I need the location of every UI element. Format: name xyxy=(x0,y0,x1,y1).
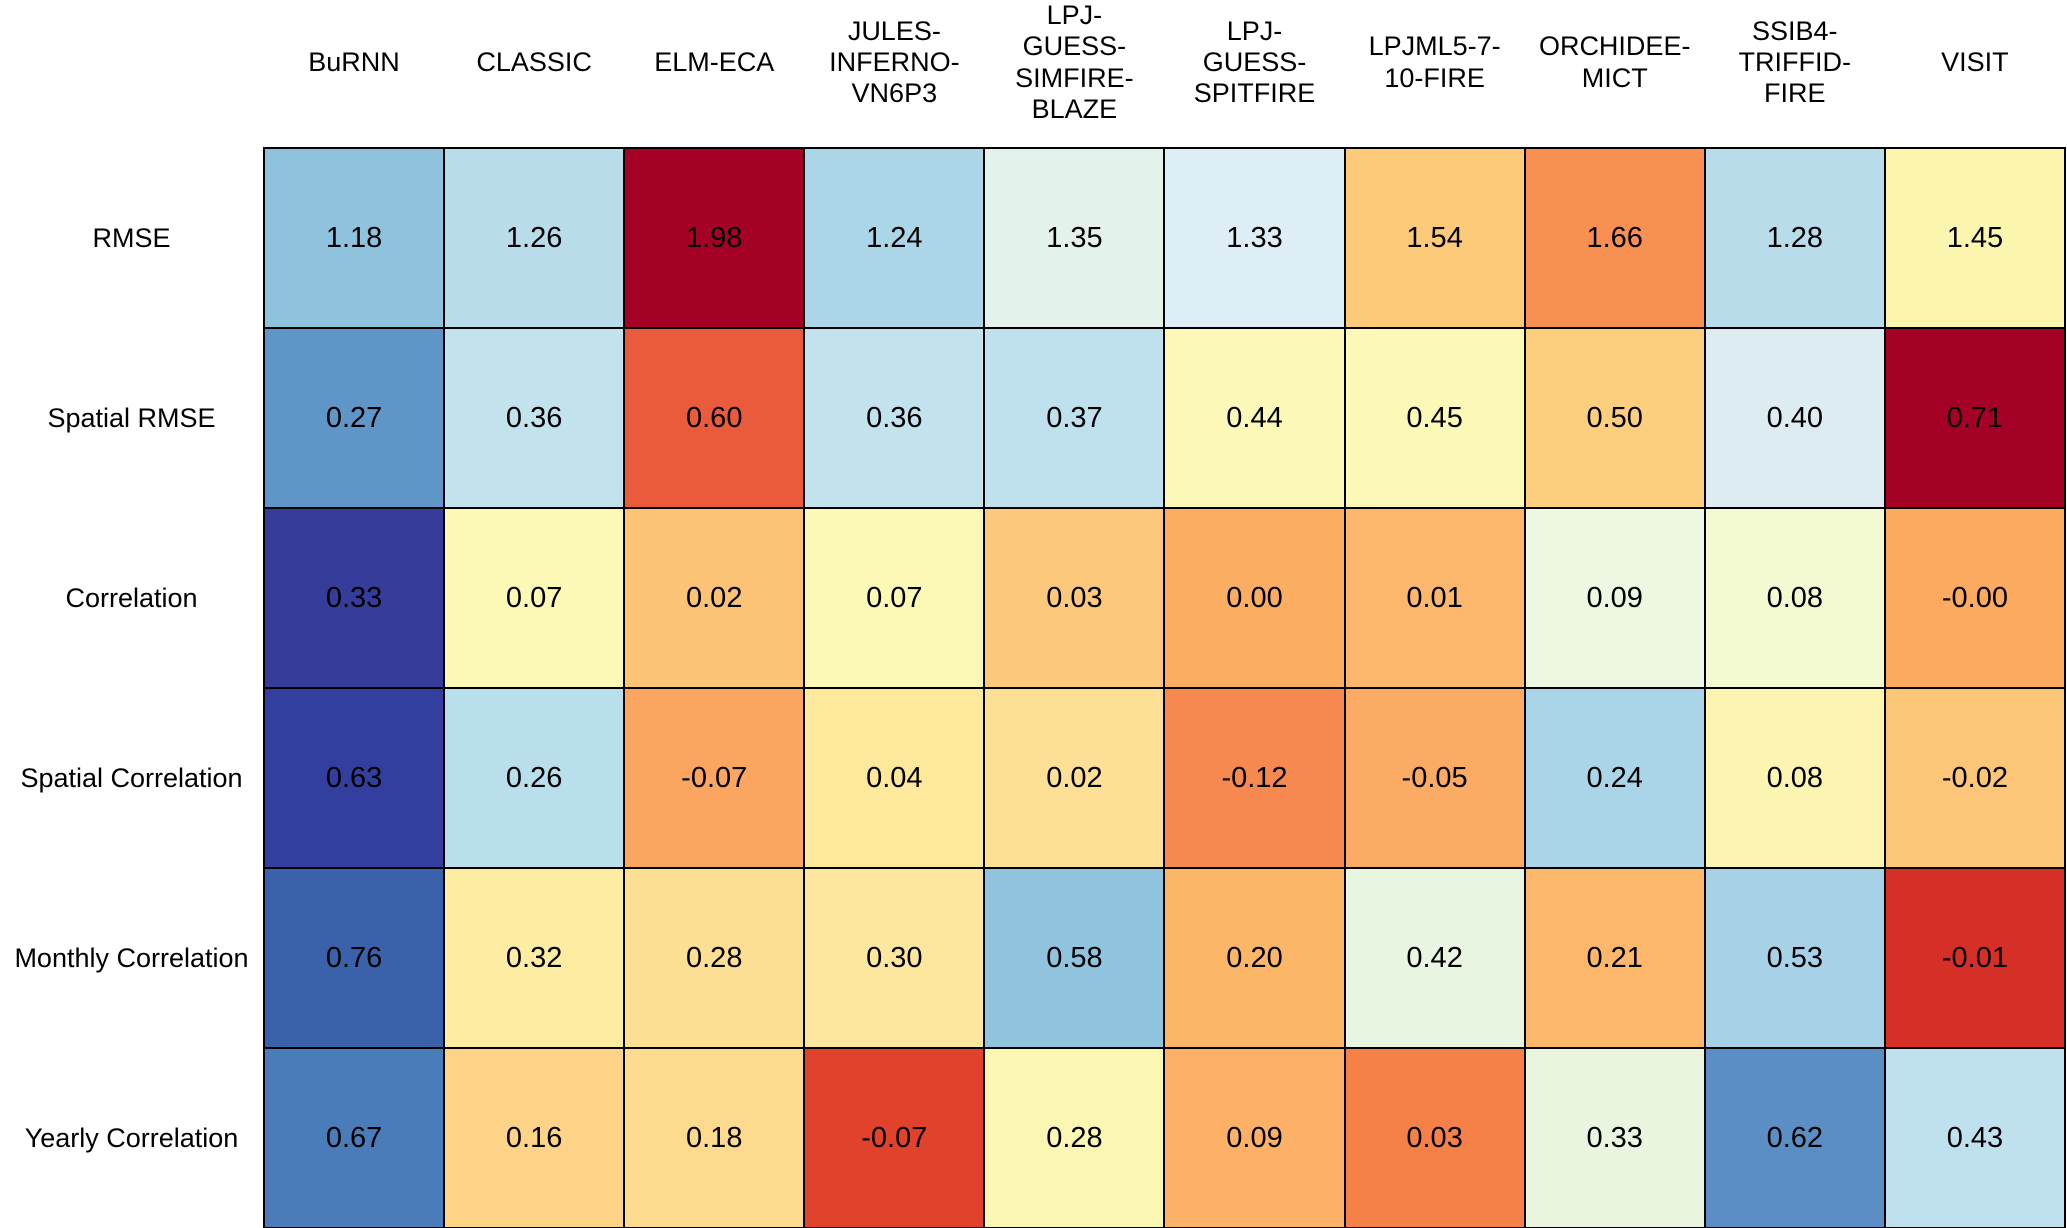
column-header: SSIB4- TRIFFID- FIRE xyxy=(1738,15,1852,109)
heatmap-cell: 1.24 xyxy=(803,147,986,330)
heatmap-cell: 0.00 xyxy=(1163,507,1346,690)
column-header: JULES- INFERNO- VN6P3 xyxy=(829,15,960,109)
heatmap-cell: 1.45 xyxy=(1883,147,2067,330)
column-header: LPJML5-7- 10-FIRE xyxy=(1368,31,1501,93)
heatmap-cell: 0.08 xyxy=(1703,507,1886,690)
row-label: Yearly Correlation xyxy=(24,1122,239,1153)
heatmap-cell: -0.12 xyxy=(1163,687,1346,870)
heatmap-cell: 0.58 xyxy=(983,867,1166,1050)
heatmap-cell: 0.30 xyxy=(803,867,986,1050)
heatmap-cell: 1.66 xyxy=(1523,147,1706,330)
heatmap-cell: 1.18 xyxy=(262,147,446,330)
heatmap-cell: 0.26 xyxy=(443,687,626,870)
heatmap-cell: 0.07 xyxy=(803,507,986,690)
heatmap-cell: 0.16 xyxy=(443,1047,626,1228)
heatmap-cell: 0.76 xyxy=(262,867,446,1050)
heatmap-cell: 0.50 xyxy=(1523,327,1706,510)
heatmap-cell: -0.07 xyxy=(623,687,806,870)
heatmap-cell: 0.27 xyxy=(262,327,446,510)
heatmap-cell: 1.28 xyxy=(1703,147,1886,330)
heatmap-cell: -0.02 xyxy=(1883,687,2067,870)
column-header: CLASSIC xyxy=(476,46,592,77)
heatmap-cell: 0.08 xyxy=(1703,687,1886,870)
heatmap-cell: 0.63 xyxy=(262,687,446,870)
heatmap-cell: 0.18 xyxy=(623,1047,806,1228)
column-header-row: BuRNN CLASSIC ELM-ECA JULES- INFERNO- VN6P3… xyxy=(0,0,2065,148)
heatmap-row: RMSE 1.18 1.26 1.98 1.24 1.35 1.33 1.54 1.66 1.28… xyxy=(0,147,2067,330)
heatmap-cell: 0.02 xyxy=(623,507,806,690)
heatmap-cell: 1.35 xyxy=(983,147,1166,330)
heatmap-row: Monthly Correlation 0.76 0.32 0.28 0.30 0.58 0… xyxy=(0,867,2067,1050)
column-header: ELM-ECA xyxy=(654,46,775,77)
heatmap-cell: 1.98 xyxy=(623,147,806,330)
column-header: LPJ- GUESS- SPITFIRE xyxy=(1193,15,1316,109)
corner-spacer xyxy=(0,0,264,148)
heatmap-cell: 0.32 xyxy=(443,867,626,1050)
row-label: RMSE xyxy=(92,222,171,253)
column-header: BuRNN xyxy=(308,46,400,77)
heatmap-cell: 0.03 xyxy=(983,507,1166,690)
heatmap-row: Yearly Correlation 0.67 0.16 0.18 -0.07 0.28 0… xyxy=(0,1047,2067,1228)
heatmap-cell: 0.04 xyxy=(803,687,986,870)
heatmap-cell: 0.37 xyxy=(983,327,1166,510)
heatmap-cell: 0.09 xyxy=(1523,507,1706,690)
heatmap-cell: 0.43 xyxy=(1883,1047,2067,1228)
row-label: Spatial RMSE xyxy=(47,402,216,433)
heatmap-cell: 0.33 xyxy=(262,507,446,690)
heatmap-cell: -0.05 xyxy=(1343,687,1526,870)
heatmap-cell: 0.28 xyxy=(983,1047,1166,1228)
heatmap-cell: 0.71 xyxy=(1883,327,2067,510)
heatmap-cell: 0.28 xyxy=(623,867,806,1050)
heatmap-cell: 0.01 xyxy=(1343,507,1526,690)
heatmap-cell: 0.62 xyxy=(1703,1047,1886,1228)
heatmap-cell: 0.02 xyxy=(983,687,1166,870)
row-label: Spatial Correlation xyxy=(20,762,243,793)
heatmap-cell: 0.20 xyxy=(1163,867,1346,1050)
heatmap-cell: 0.40 xyxy=(1703,327,1886,510)
heatmap-row: Correlation 0.33 0.07 0.02 0.07 0.03 0.00 0.01 0… xyxy=(0,507,2067,690)
heatmap-cell: 0.60 xyxy=(623,327,806,510)
heatmap-cell: 1.26 xyxy=(443,147,626,330)
heatmap-cell: 0.21 xyxy=(1523,867,1706,1050)
heatmap-cell: 0.33 xyxy=(1523,1047,1706,1228)
heatmap-cell: -0.07 xyxy=(803,1047,986,1228)
row-label: Monthly Correlation xyxy=(14,942,249,973)
heatmap-cell: 0.36 xyxy=(443,327,626,510)
heatmap-cell: 1.33 xyxy=(1163,147,1346,330)
column-header: ORCHIDEE- MICT xyxy=(1538,31,1691,93)
heatmap-cell: 0.36 xyxy=(803,327,986,510)
heatmap-cell: 0.07 xyxy=(443,507,626,690)
heatmap-cell: -0.00 xyxy=(1883,507,2067,690)
heatmap-cell: 1.54 xyxy=(1343,147,1526,330)
heatmap-cell: 0.44 xyxy=(1163,327,1346,510)
heatmap-cell: 0.53 xyxy=(1703,867,1886,1050)
heatmap-cell: 0.09 xyxy=(1163,1047,1346,1228)
row-label: Correlation xyxy=(65,582,198,613)
heatmap-row: Spatial RMSE 0.27 0.36 0.60 0.36 0.37 0.44 0.45… xyxy=(0,327,2067,510)
heatmap-cell: 0.67 xyxy=(262,1047,446,1228)
heatmap-cell: 0.24 xyxy=(1523,687,1706,870)
column-header: VISIT xyxy=(1941,46,2009,77)
column-header: LPJ- GUESS- SIMFIRE- BLAZE xyxy=(1015,0,1134,124)
heatmap-cell: 0.42 xyxy=(1343,867,1526,1050)
heatmap-cell: -0.01 xyxy=(1883,867,2067,1050)
heatmap-row: Spatial Correlation 0.63 0.26 -0.07 0.04 0.02… xyxy=(0,687,2067,870)
heatmap-cell: 0.45 xyxy=(1343,327,1526,510)
heatmap-cell: 0.03 xyxy=(1343,1047,1526,1228)
